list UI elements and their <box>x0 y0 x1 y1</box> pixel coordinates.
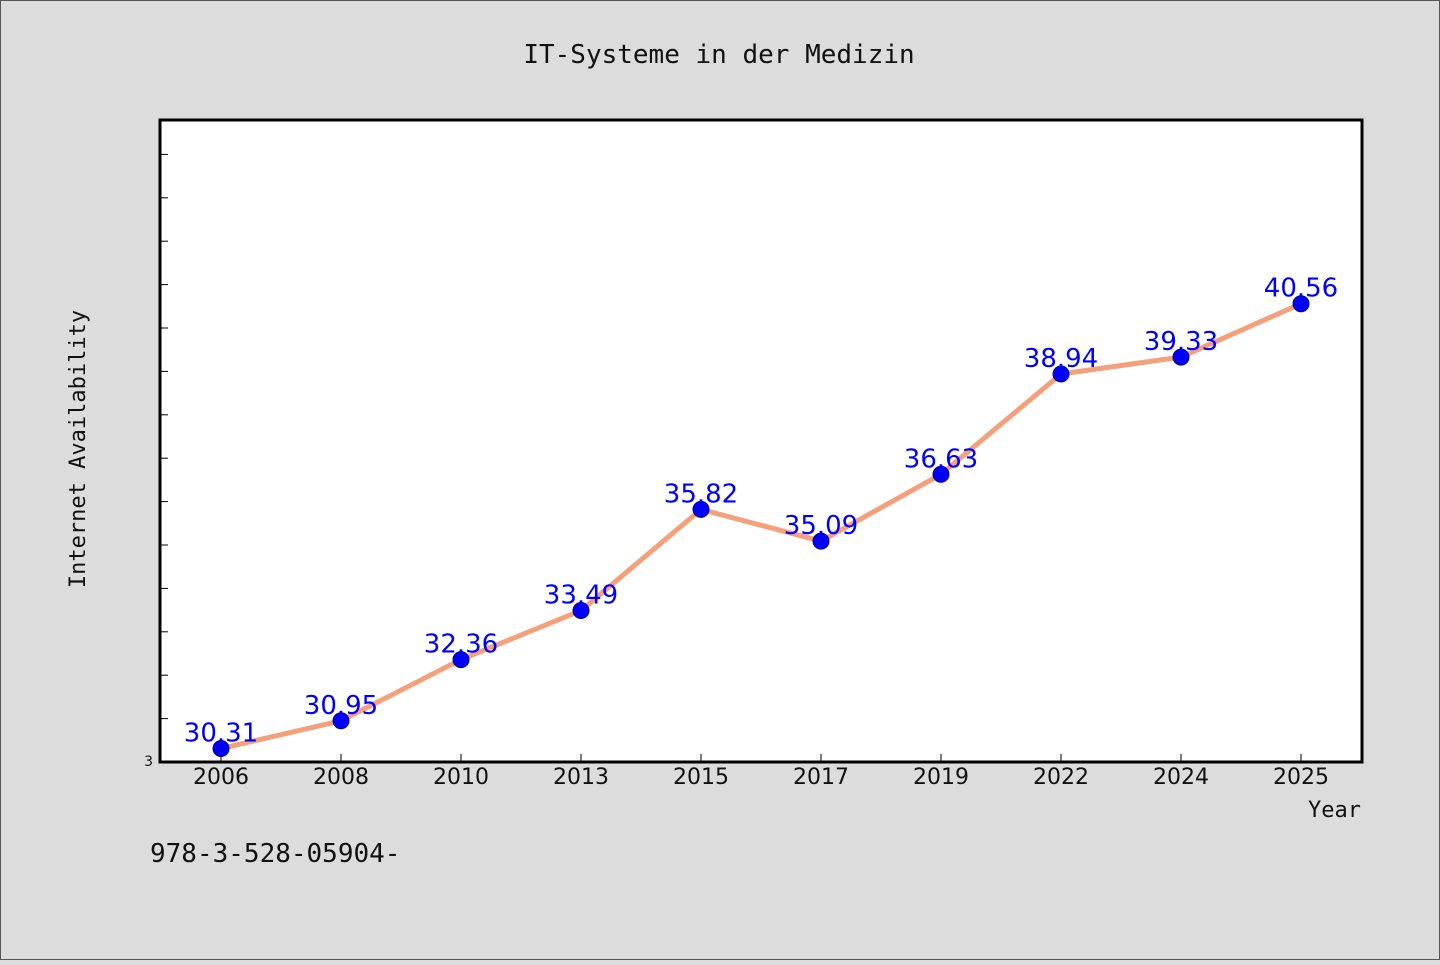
data-label: 30.31 <box>184 719 258 749</box>
x-tick-label: 2006 <box>193 765 249 790</box>
chart-title: IT-Systeme in der Medizin <box>523 40 914 70</box>
data-point <box>1172 348 1190 366</box>
data-label: 39.33 <box>1144 327 1218 357</box>
y-tick-label: 3 <box>144 754 153 770</box>
x-tick-label: 2015 <box>673 765 729 790</box>
x-tick-label: 2019 <box>913 765 969 790</box>
data-point <box>1052 365 1070 383</box>
data-label: 35.82 <box>664 479 738 509</box>
footer-isbn-text: 978-3-528-05904- <box>150 839 400 869</box>
data-label: 33.49 <box>544 581 618 611</box>
x-tick-label: 2022 <box>1033 765 1089 790</box>
y-axis-label: Internet Availability <box>66 310 91 588</box>
x-axis-label: Year <box>1308 798 1361 823</box>
y-axis-ticks <box>160 153 168 763</box>
data-label: 38.94 <box>1024 344 1098 374</box>
data-labels: 30.31 30.95 32.36 33.49 35.82 35.09 36.63 38.94… <box>184 274 1338 749</box>
data-point <box>452 651 470 669</box>
data-point <box>212 740 230 758</box>
data-point <box>812 532 830 550</box>
data-point <box>332 712 350 730</box>
data-point <box>572 602 590 620</box>
x-tick-label: 2024 <box>1153 765 1209 790</box>
x-axis-ticks: 2006 2008 2010 2013 2015 2017 2019 2022 2024 2025 <box>193 754 1329 790</box>
x-tick-label: 2008 <box>313 765 369 790</box>
x-tick-label: 2025 <box>1273 765 1329 790</box>
data-point <box>1292 295 1310 313</box>
data-label: 30.95 <box>304 691 378 721</box>
data-label: 35.09 <box>784 511 858 541</box>
x-tick-label: 2017 <box>793 765 849 790</box>
data-label: 36.63 <box>904 444 978 474</box>
series-line-group <box>218 301 1304 752</box>
x-tick-label: 2010 <box>433 765 489 790</box>
series-line <box>218 301 1304 752</box>
plot-area <box>158 118 1364 764</box>
data-markers <box>212 295 1310 758</box>
data-label: 40.56 <box>1264 274 1338 304</box>
data-point <box>932 465 950 483</box>
data-point <box>692 500 710 518</box>
data-label: 32.36 <box>424 630 498 660</box>
x-tick-label: 2013 <box>553 765 609 790</box>
